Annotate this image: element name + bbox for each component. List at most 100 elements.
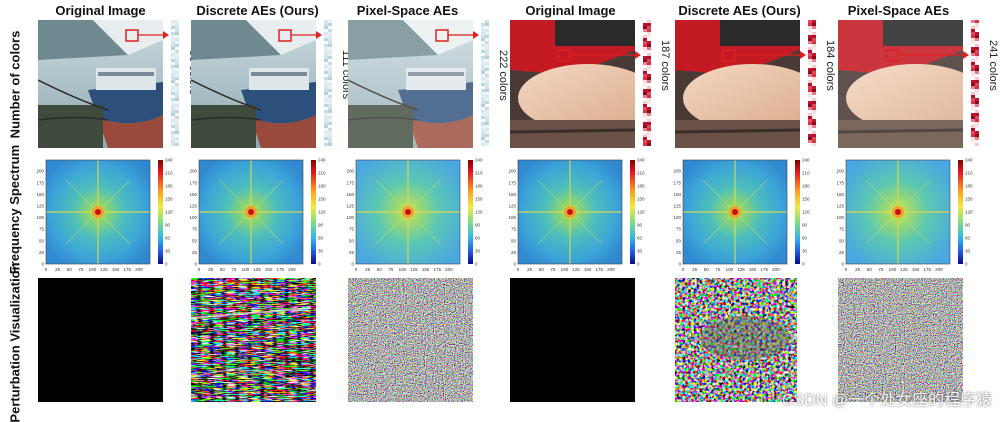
x-tick-label: 125 xyxy=(253,267,261,272)
x-tick-label: 100 xyxy=(399,267,407,272)
x-tick-label: 25 xyxy=(692,267,698,272)
y-tick-label: 50 xyxy=(511,238,517,243)
x-tick-label: 75 xyxy=(388,267,394,272)
perturbation-map xyxy=(510,278,635,402)
colorbar-tick-label: 0 xyxy=(318,262,321,267)
watermark: CSDN @一个处女座的程序猿 xyxy=(781,392,992,409)
x-tick-label: 0 xyxy=(517,267,520,272)
x-tick-label: 75 xyxy=(550,267,556,272)
y-tick-label: 75 xyxy=(511,227,517,232)
y-tick-label: 125 xyxy=(673,203,681,208)
y-tick-label: 100 xyxy=(673,215,681,220)
x-tick-label: 150 xyxy=(584,267,592,272)
y-tick-label: 75 xyxy=(39,227,45,232)
colorbar-tick-label: 240 xyxy=(637,158,645,163)
colorbar-tick-label: 30 xyxy=(475,249,481,254)
row-label-colors: Number of colors xyxy=(7,30,23,139)
y-tick-label: 0 xyxy=(194,262,197,267)
color-count-label: 222 colors xyxy=(497,50,509,101)
x-tick-label: 150 xyxy=(749,267,757,272)
colorbar-tick-label: 30 xyxy=(802,249,808,254)
x-tick-label: 175 xyxy=(123,267,131,272)
x-tick-label: 100 xyxy=(89,267,97,272)
colorbar-tick-label: 60 xyxy=(965,236,971,241)
y-tick-label: 100 xyxy=(836,215,844,220)
y-tick-label: 200 xyxy=(673,169,681,174)
y-tick-label: 125 xyxy=(508,203,516,208)
colorbar-tick-label: 120 xyxy=(318,210,326,215)
y-tick-label: 50 xyxy=(192,238,198,243)
spectrum-center-peak xyxy=(248,209,254,215)
colorbar-tick-label: 150 xyxy=(802,197,810,202)
x-tick-label: 25 xyxy=(527,267,533,272)
colorbar-tick-label: 0 xyxy=(637,262,640,267)
colorbar-tick-label: 240 xyxy=(965,158,973,163)
y-tick-label: 50 xyxy=(39,238,45,243)
y-tick-label: 175 xyxy=(836,180,844,185)
x-tick-label: 50 xyxy=(67,267,73,272)
colorbar-tick-label: 60 xyxy=(318,236,324,241)
colorbar-tick-label: 60 xyxy=(475,236,481,241)
y-tick-label: 0 xyxy=(513,262,516,267)
x-tick-label: 200 xyxy=(607,267,615,272)
y-tick-label: 150 xyxy=(673,192,681,197)
y-tick-label: 100 xyxy=(508,215,516,220)
colorbar-tick-label: 180 xyxy=(165,184,173,189)
perturbation-map xyxy=(838,278,963,402)
spectrum-panel-3: 0025255050757510010012512515015017517520… xyxy=(346,158,483,273)
colorbar-tick-label: 90 xyxy=(802,223,808,228)
photo-panel-6: 241 colors xyxy=(838,20,999,148)
x-tick-label: 200 xyxy=(135,267,143,272)
y-tick-label: 150 xyxy=(508,192,516,197)
colorbar-tick-label: 120 xyxy=(165,210,173,215)
perturbation-panel-1 xyxy=(38,278,163,402)
colorbar xyxy=(468,160,473,264)
color-palette-strip xyxy=(808,20,816,146)
color-count-label: 187 colors xyxy=(659,40,671,91)
y-tick-label: 125 xyxy=(836,203,844,208)
spectrum-panel-1: 0025255050757510010012512515015017517520… xyxy=(36,158,173,273)
y-tick-label: 125 xyxy=(346,203,354,208)
perturbation-map xyxy=(675,278,797,402)
colorbar-tick-label: 240 xyxy=(475,158,483,163)
column-title-4: Original Image xyxy=(525,3,616,18)
perturbation-panel-4 xyxy=(510,278,635,402)
spectrum-center-peak xyxy=(405,209,411,215)
colorbar-tick-label: 150 xyxy=(637,197,645,202)
column-title-2: Discrete AEs (Ours) xyxy=(196,3,319,18)
y-tick-label: 150 xyxy=(836,192,844,197)
photo-panel-5: 184 colors xyxy=(675,20,836,148)
colorbar-tick-label: 120 xyxy=(475,210,483,215)
y-tick-label: 175 xyxy=(673,180,681,185)
x-tick-label: 75 xyxy=(715,267,721,272)
row-label-spectrum: Frequency Spectrum xyxy=(7,144,23,274)
x-tick-label: 50 xyxy=(377,267,383,272)
x-tick-label: 25 xyxy=(55,267,61,272)
perturbation-panel-5 xyxy=(675,278,797,402)
colorbar-tick-label: 120 xyxy=(965,210,973,215)
x-tick-label: 50 xyxy=(220,267,226,272)
perturbation-panel-2 xyxy=(190,278,316,402)
y-tick-label: 150 xyxy=(189,192,197,197)
x-tick-label: 75 xyxy=(231,267,237,272)
colorbar-tick-label: 60 xyxy=(165,236,171,241)
photo-panel-3: 222 colors xyxy=(348,20,509,148)
colorbar-tick-label: 180 xyxy=(965,184,973,189)
colorbar xyxy=(311,160,316,264)
y-tick-label: 25 xyxy=(349,250,355,255)
spectrum-panel-2: 0025255050757510010012512515015017517520… xyxy=(189,158,326,273)
x-tick-label: 25 xyxy=(855,267,861,272)
column-title-3: Pixel-Space AEs xyxy=(356,3,459,18)
y-tick-label: 200 xyxy=(36,169,44,174)
x-tick-label: 0 xyxy=(845,267,848,272)
spectrum-panel-4: 0025255050757510010012512515015017517520… xyxy=(508,158,645,273)
y-tick-label: 25 xyxy=(511,250,517,255)
x-tick-label: 75 xyxy=(78,267,84,272)
colorbar-tick-label: 240 xyxy=(165,158,173,163)
perturbation-map xyxy=(38,278,163,402)
colorbar-tick-label: 180 xyxy=(637,184,645,189)
colorbar-tick-label: 180 xyxy=(318,184,326,189)
y-tick-label: 75 xyxy=(676,227,682,232)
color-palette-strip xyxy=(643,20,651,146)
